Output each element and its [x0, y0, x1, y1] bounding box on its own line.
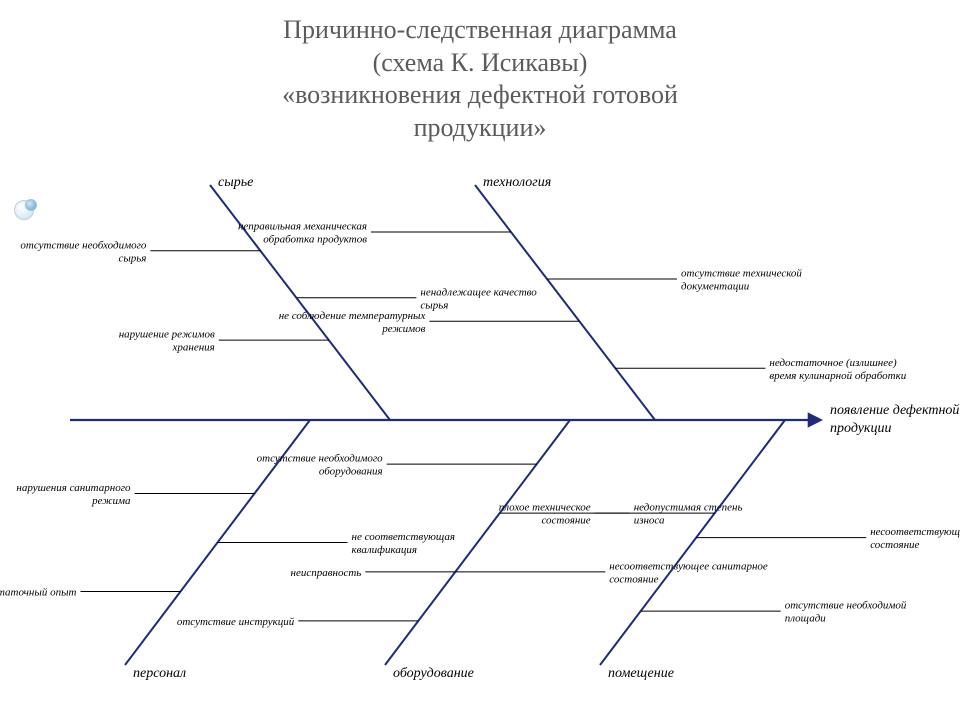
- subcause-label: нарушения санитарногорежима: [16, 482, 131, 507]
- subcause-label: недостаточный опыт: [0, 587, 77, 599]
- category-label: оборудование: [393, 666, 474, 681]
- title-line: продукции»: [0, 112, 960, 145]
- subcause-label: отсутствие техническойдокументации: [681, 268, 802, 293]
- category-bone: [475, 185, 655, 420]
- subcause-label: отсутствие необходимогосырья: [20, 239, 147, 264]
- subcause-label: не соблюдение температурныхрежимов: [279, 310, 426, 335]
- subcause-label: ненадлежащее качествосырья: [420, 286, 537, 311]
- category-label: персонал: [133, 666, 186, 681]
- title-line: «возникновения дефектной готовой: [0, 79, 960, 112]
- subcause-label: несоответствующее санитарноесостояние: [870, 526, 960, 551]
- subcause-label: отсутствие необходимойплощади: [785, 600, 907, 625]
- title-line: Причинно-следственная диаграмма: [0, 14, 960, 47]
- subcause-label: неисправность: [291, 567, 362, 579]
- title-line: (схема К. Исикавы): [0, 47, 960, 80]
- subcause-label: неправильная механическаяобработка проду…: [238, 221, 367, 246]
- page-title: Причинно-следственная диаграмма (схема К…: [0, 0, 960, 144]
- fishbone-diagram: появление дефектнойпродукции сырье отсутст…: [0, 170, 960, 690]
- category-label: сырье: [218, 175, 253, 190]
- category-label: технология: [483, 175, 551, 190]
- subcause-label: недостаточное (излишнее)время кулинарной…: [769, 357, 906, 382]
- subcause-label: не соответствующаяквалификация: [352, 531, 456, 556]
- subcause-label: плохое техническоесостояние: [499, 502, 591, 527]
- effect-label: появление дефектнойпродукции: [830, 403, 959, 436]
- category-bone: [600, 420, 785, 665]
- subcause-label: нарушение режимовхранения: [119, 329, 215, 354]
- subcause-label: несоответствующее санитарноесостояние: [609, 560, 768, 585]
- subcause-label: недопустимая степеньизноса: [634, 502, 743, 527]
- category-label: помещение: [608, 666, 674, 681]
- subcause-label: отсутствие инструкций: [177, 616, 295, 628]
- fishbone-svg: появление дефектнойпродукции сырье отсутст…: [0, 170, 960, 690]
